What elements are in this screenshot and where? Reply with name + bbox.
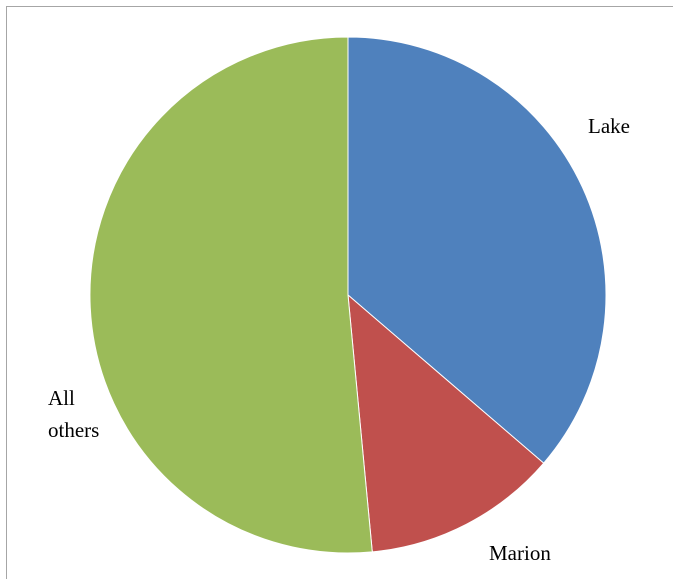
slice-label-marion: Marion	[489, 541, 551, 565]
pie-slice-lake	[347, 36, 607, 464]
pie-slice-marion	[347, 293, 545, 553]
slice-label-lake-line-1: Lake	[588, 114, 630, 138]
slice-label-lake: Lake	[588, 114, 630, 138]
slice-label-marion-line-1: Marion	[489, 541, 551, 565]
slice-label-all-others-line-2: others	[48, 418, 99, 442]
slice-label-all-others: All others	[48, 386, 99, 442]
pie-slices	[89, 36, 607, 554]
pie-labels: Lake Marion All others	[48, 114, 630, 565]
pie-slice-all-others	[89, 36, 373, 554]
slice-label-all-others-line-1: All	[48, 386, 75, 410]
